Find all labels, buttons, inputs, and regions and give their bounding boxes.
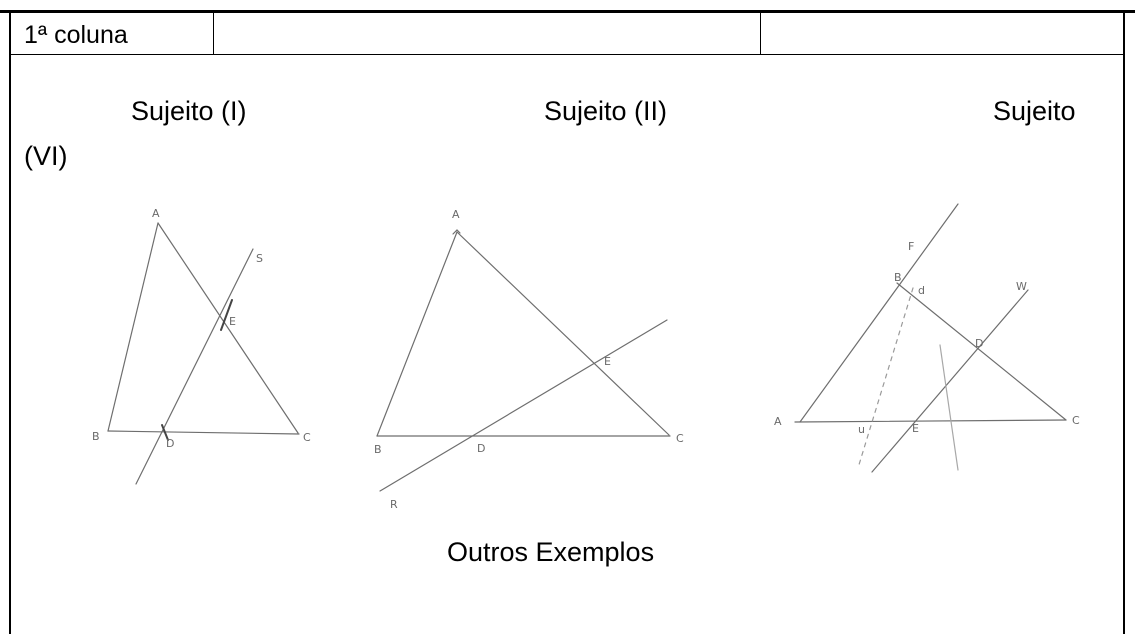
table-header-row-border — [9, 54, 1125, 55]
fig3-label-e: E — [912, 422, 919, 435]
table-column-divider-2 — [760, 12, 761, 54]
table-right-border — [1123, 10, 1125, 634]
fig3-line-f — [799, 203, 959, 423]
fig3-faint-line — [939, 344, 959, 471]
fig1-side-ab — [107, 222, 159, 432]
fig2-label-a: A — [452, 208, 460, 221]
fig3-label-c: C — [1072, 414, 1080, 427]
fig3-side-ac — [794, 419, 1067, 423]
fig2-label-c: C — [676, 432, 684, 445]
subject-vi-caption-continued: (VI) — [24, 141, 68, 171]
fig3-label-d-small: d — [918, 284, 925, 297]
other-examples-caption: Outros Exemplos — [447, 537, 655, 567]
fig2-label-r: R — [390, 498, 398, 511]
fig2-label-b: B — [374, 443, 382, 456]
fig3-label-u: u — [858, 423, 865, 436]
fig1-line-s — [135, 248, 254, 485]
fig1-side-bc — [107, 430, 300, 435]
fig1-label-s: S — [256, 252, 263, 265]
fig3-side-bc — [896, 282, 1067, 421]
fig3-dashed-line-d — [857, 287, 914, 469]
fig1-label-a: A — [152, 207, 160, 220]
fig2-side-ac — [456, 231, 670, 436]
figure-subject-ii: A B C D E R — [374, 208, 684, 511]
fig2-line-r — [379, 319, 668, 492]
fig2-label-d: D — [477, 442, 485, 455]
figure-subject-vi: A B C D E F W d u — [774, 203, 1080, 473]
fig2-vertex-mark-a — [452, 229, 461, 235]
fig3-line-w — [871, 289, 1029, 473]
table-top-border — [0, 10, 1135, 13]
table-header-first-column: 1ª coluna — [24, 21, 128, 49]
fig1-label-c: C — [303, 431, 311, 444]
figure-subject-i: A B C D E S — [92, 207, 311, 485]
fig1-mark-e — [220, 299, 233, 331]
table-column-divider-1 — [213, 12, 214, 54]
fig2-side-ab — [376, 231, 458, 437]
fig1-label-b: B — [92, 430, 100, 443]
table-left-border — [9, 10, 11, 634]
subject-i-caption: Sujeito (I) — [131, 96, 247, 126]
fig1-label-e: E — [229, 315, 236, 328]
fig3-label-a: A — [774, 415, 782, 428]
subject-ii-caption: Sujeito (II) — [544, 96, 668, 126]
fig3-label-w: W — [1016, 280, 1027, 293]
fig1-mark-d — [161, 424, 169, 441]
fig1-side-ac — [157, 222, 299, 434]
subject-vi-caption: Sujeito — [993, 96, 1076, 126]
fig3-label-d: D — [975, 337, 983, 350]
fig2-label-e: E — [604, 355, 611, 368]
fig3-label-f: F — [908, 240, 914, 253]
fig3-label-b: B — [894, 271, 902, 284]
fig1-label-d: D — [166, 437, 174, 450]
